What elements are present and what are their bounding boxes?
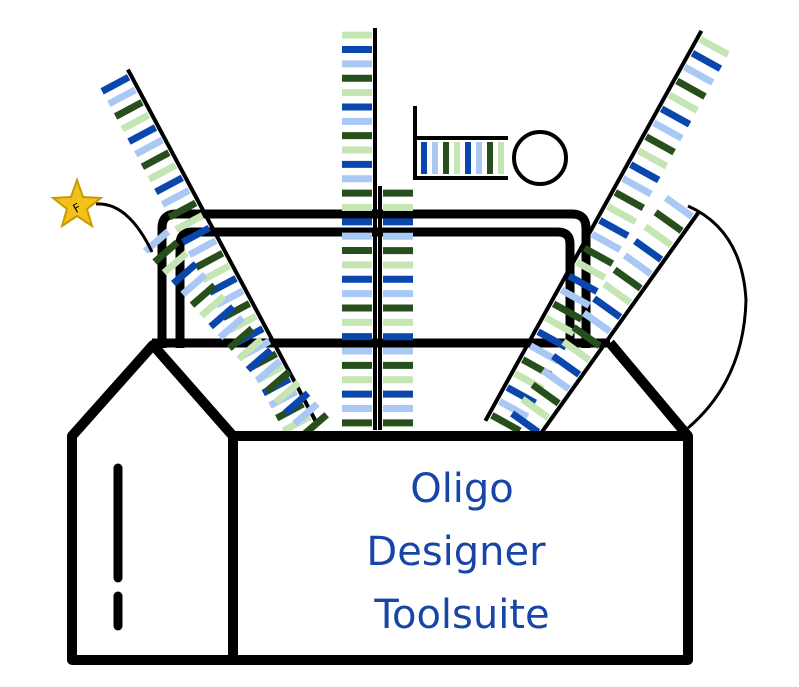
toolbox-side-panel bbox=[67, 340, 238, 665]
base-dash bbox=[181, 224, 211, 246]
base-dash bbox=[100, 74, 131, 95]
strand-backbone bbox=[533, 209, 702, 443]
strand-center-left bbox=[342, 28, 377, 430]
toolbox-right-slope bbox=[606, 339, 692, 440]
base-dash bbox=[147, 162, 178, 183]
base-dash bbox=[612, 266, 643, 292]
base-dash bbox=[582, 245, 615, 267]
base-dash bbox=[536, 328, 568, 351]
base-dash bbox=[199, 293, 227, 319]
base-dash bbox=[134, 136, 164, 158]
base-dash bbox=[227, 325, 255, 351]
base-dash bbox=[273, 379, 301, 405]
base-dash bbox=[592, 295, 623, 320]
base-dash bbox=[567, 272, 599, 295]
hairpin-dashes bbox=[421, 142, 504, 174]
base-dash bbox=[667, 91, 699, 114]
fluorophore-star-icon: F bbox=[50, 176, 104, 229]
quencher-wire bbox=[687, 204, 748, 430]
base-dash bbox=[520, 396, 551, 421]
base-dash bbox=[120, 111, 151, 133]
base-dash bbox=[490, 412, 522, 434]
base-dash bbox=[575, 259, 607, 281]
base-dash bbox=[236, 336, 264, 362]
base-dash bbox=[180, 272, 208, 297]
dna-strands bbox=[100, 28, 730, 443]
base-dash bbox=[643, 223, 674, 249]
logo-title-line-1: Oligo bbox=[410, 466, 514, 512]
base-dash bbox=[653, 209, 684, 234]
base-dash bbox=[598, 217, 630, 239]
base-dash bbox=[544, 314, 576, 337]
toolbox-front-panel bbox=[228, 431, 693, 665]
base-dash bbox=[581, 310, 612, 335]
base-dash bbox=[659, 105, 692, 128]
strand-left-inner bbox=[143, 228, 329, 438]
base-dash bbox=[264, 369, 292, 394]
base-dash bbox=[551, 353, 582, 378]
base-dash bbox=[154, 174, 184, 196]
base-dash bbox=[292, 401, 320, 427]
toolbox-icon bbox=[67, 339, 693, 665]
base-dash bbox=[551, 300, 584, 323]
base-dash bbox=[189, 282, 217, 308]
base-dash bbox=[590, 231, 622, 253]
base-dash bbox=[571, 324, 602, 349]
base-dash bbox=[208, 304, 236, 330]
base-dash bbox=[505, 384, 537, 406]
base-dash bbox=[283, 390, 311, 416]
strand-backbone bbox=[126, 68, 318, 423]
fluorophore-wire bbox=[95, 202, 154, 253]
base-dash bbox=[113, 99, 144, 120]
base-dash bbox=[602, 281, 633, 306]
base-dash bbox=[629, 161, 661, 184]
strand-center-right bbox=[378, 186, 413, 430]
base-dash bbox=[559, 286, 591, 309]
base-dash bbox=[663, 195, 694, 220]
base-dash bbox=[160, 187, 191, 208]
strand-backbone bbox=[483, 29, 704, 422]
base-dash bbox=[187, 237, 218, 258]
base-dash bbox=[140, 149, 171, 170]
base-dash bbox=[217, 315, 245, 341]
base-dash bbox=[621, 175, 653, 198]
base-dash bbox=[652, 119, 684, 142]
base-dash bbox=[127, 124, 158, 145]
base-dash bbox=[530, 381, 561, 407]
hairpin-probe-icon bbox=[413, 106, 568, 186]
base-dash bbox=[107, 86, 137, 108]
base-dash bbox=[167, 199, 198, 221]
logo-title-line-2: Designer bbox=[366, 529, 546, 575]
strand-right-inner bbox=[510, 195, 702, 443]
base-dash bbox=[675, 77, 707, 100]
base-dash bbox=[622, 252, 653, 277]
base-dash bbox=[690, 50, 723, 72]
base-dash bbox=[255, 358, 283, 384]
base-dash bbox=[613, 189, 645, 211]
base-dash bbox=[161, 250, 189, 276]
base-dash bbox=[174, 212, 205, 233]
base-dash bbox=[633, 238, 664, 263]
base-dash bbox=[561, 338, 592, 364]
base-dash bbox=[540, 367, 571, 392]
base-dash bbox=[497, 398, 530, 420]
logo-title-line-3: Toolsuite bbox=[373, 592, 549, 638]
base-dash bbox=[644, 133, 676, 156]
base-dash bbox=[510, 410, 541, 435]
base-dash bbox=[152, 239, 180, 265]
base-dash bbox=[605, 203, 638, 225]
base-dash bbox=[698, 36, 730, 58]
base-dash bbox=[245, 347, 273, 373]
base-dash bbox=[194, 250, 225, 271]
base-dash bbox=[683, 64, 715, 86]
base-dash bbox=[171, 261, 199, 287]
base-dash bbox=[636, 147, 669, 170]
toolbox-top-slope bbox=[149, 341, 237, 440]
